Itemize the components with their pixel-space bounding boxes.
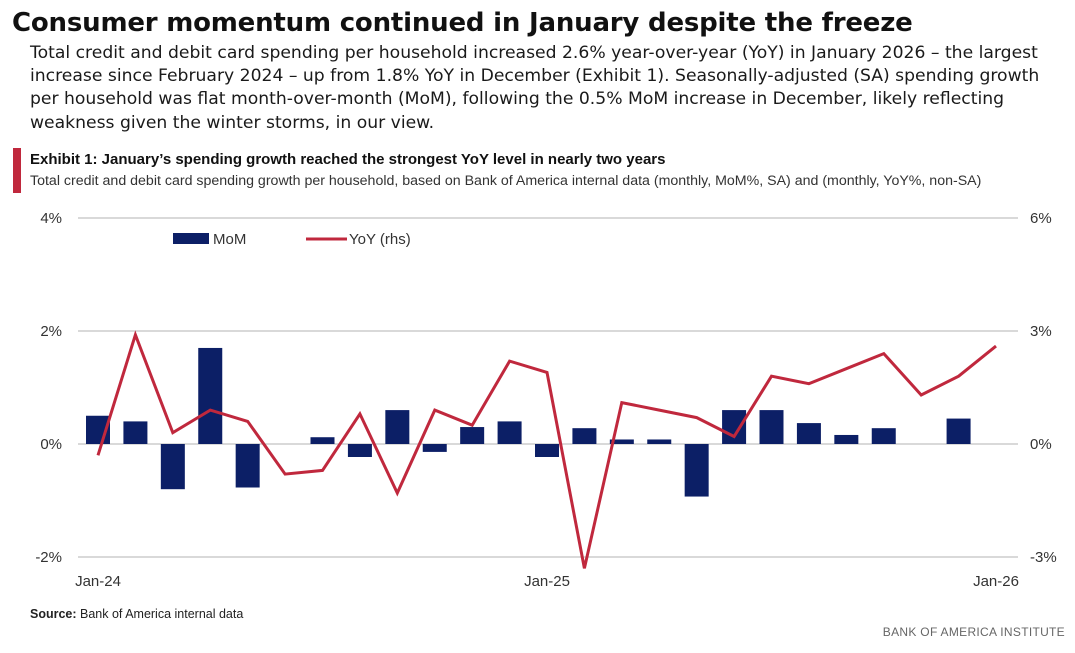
x-tick-label: Jan-24: [75, 573, 121, 590]
headline: Consumer momentum continued in January d…: [12, 8, 913, 38]
exhibit-subtitle: Total credit and debit card spending gro…: [30, 173, 982, 189]
mom-bar: [647, 439, 672, 444]
mom-bar: [235, 444, 260, 488]
mom-bar: [684, 444, 709, 497]
y-left-tick-label: 2%: [40, 323, 62, 340]
source-text: Bank of America internal data: [76, 607, 244, 621]
mom-bar: [946, 418, 971, 444]
legend-label-yoy: YoY (rhs): [349, 231, 411, 248]
y-right-tick-label: 6%: [1030, 210, 1052, 227]
mom-bar: [160, 444, 185, 490]
mom-bar: [385, 410, 410, 444]
y-right-tick-label: 0%: [1030, 436, 1052, 453]
y-right-tick-label: 3%: [1030, 323, 1052, 340]
x-tick-label: Jan-26: [973, 573, 1019, 590]
exhibit-accent-bar: [13, 148, 21, 193]
mom-bar: [422, 444, 447, 452]
mom-bar: [834, 434, 859, 444]
brand-footer: BANK OF AMERICA INSTITUTE: [882, 625, 1065, 639]
spending-chart: -2% 0% 2% 4% -3% 0% 3% 6% Jan-24 Jan-25 Jan-26 MoM Y…: [35, 210, 1057, 590]
mom-bar: [347, 444, 372, 457]
y-left-tick-label: 4%: [40, 210, 62, 227]
mom-bar: [535, 444, 559, 457]
exhibit-title: Exhibit 1: January’s spending growth rea…: [30, 151, 666, 168]
mom-bar: [759, 410, 784, 444]
y-left-tick-label: 0%: [40, 436, 62, 453]
body-paragraph: Total credit and debit card spending per…: [30, 43, 1040, 133]
mom-bar: [497, 421, 522, 444]
mom-bar: [572, 428, 597, 444]
y-left-tick-label: -2%: [35, 549, 62, 566]
x-tick-label: Jan-25: [524, 573, 570, 590]
mom-bar: [722, 410, 747, 444]
legend-swatch-mom: [173, 233, 209, 244]
y-right-tick-label: -3%: [1030, 549, 1057, 566]
legend-label-mom: MoM: [213, 231, 246, 248]
mom-bar: [871, 428, 896, 444]
mom-bar: [310, 437, 335, 444]
source-note: Source: Bank of America internal data: [30, 607, 243, 621]
mom-bar: [198, 347, 223, 444]
source-label: Source:: [30, 607, 77, 621]
mom-bar: [460, 427, 485, 444]
mom-bar: [609, 439, 634, 444]
mom-bar: [123, 421, 148, 444]
yoy-line: [96, 330, 997, 569]
mom-bar: [796, 423, 821, 444]
